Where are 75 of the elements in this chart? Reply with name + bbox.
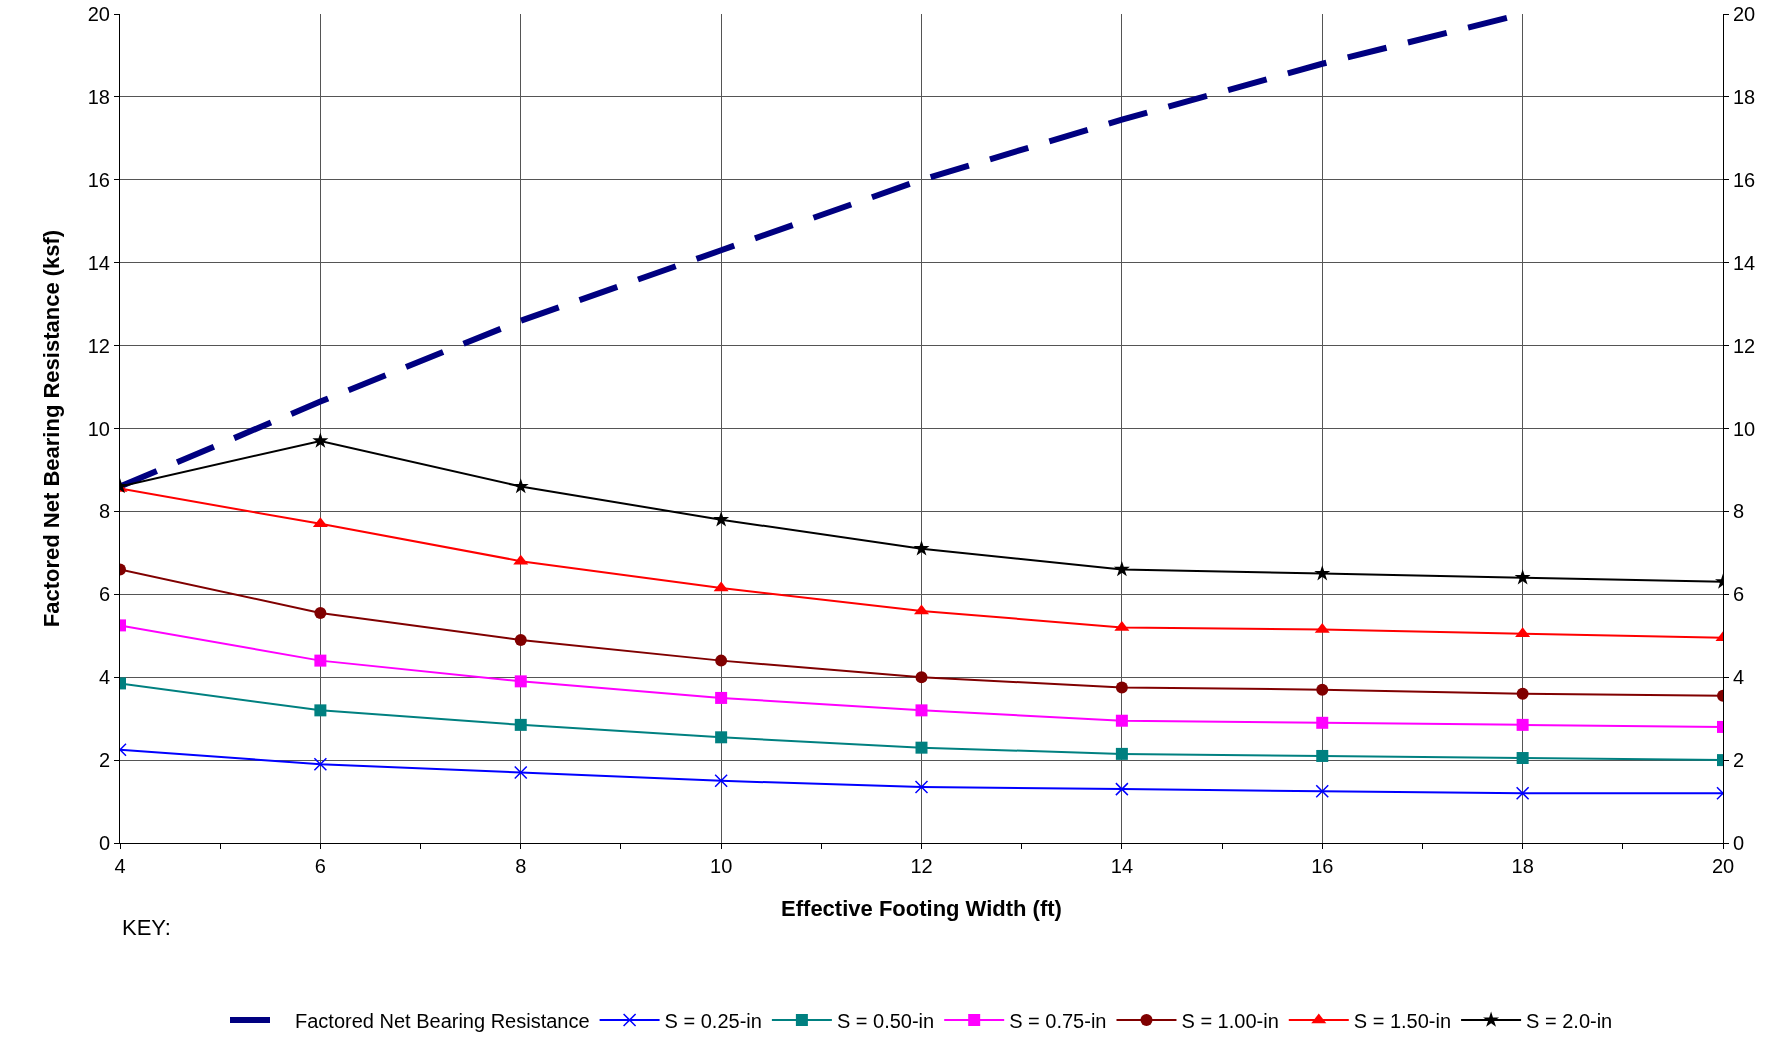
legend-label: S = 0.75-in	[1009, 1009, 1107, 1032]
point	[915, 671, 928, 684]
y-tick-label: 10	[87, 417, 110, 440]
point	[1515, 786, 1530, 801]
y2-tick-label: 6	[1733, 583, 1745, 606]
y-tick-label: 12	[87, 334, 110, 357]
y2-tick-label: 4	[1733, 666, 1745, 689]
point	[714, 774, 728, 788]
point	[313, 757, 328, 771]
point	[1115, 681, 1128, 694]
y2-tick-label: 18	[1733, 85, 1756, 108]
y-tick-label: 16	[87, 168, 110, 191]
point	[1516, 752, 1529, 765]
point	[915, 741, 928, 754]
y-tick-label: 8	[98, 500, 110, 523]
x-tick-label: 8	[515, 855, 527, 877]
y2-tick-label: 8	[1733, 500, 1745, 523]
y-tick-label: 2	[98, 749, 110, 772]
point	[1516, 687, 1529, 700]
legend-label: S = 1.00-in	[1181, 1009, 1279, 1032]
point	[715, 654, 728, 667]
y-tick-label: 6	[98, 583, 110, 606]
x-tick-label: 18	[1511, 855, 1534, 877]
point	[1113, 561, 1130, 577]
legend-label: S = 2.0-in	[1526, 1009, 1613, 1032]
point	[514, 765, 528, 780]
y2-tick-label: 0	[1733, 832, 1745, 854]
point	[312, 432, 329, 448]
y-tick-label: 14	[87, 251, 110, 274]
legend-label: S = 0.50-in	[836, 1009, 935, 1032]
x-tick-label: 20	[1711, 855, 1735, 877]
legend-label: Factored Net Bearing Resistance	[295, 1009, 590, 1032]
point	[1115, 714, 1128, 727]
y2-tick-label: 2	[1733, 749, 1745, 772]
y-tick-label: 18	[87, 85, 110, 108]
x-axis-title: Effective Footing Width (ft)	[781, 895, 1062, 921]
point	[1514, 569, 1531, 585]
point	[514, 633, 527, 646]
legend-label: S = 0.25-in	[664, 1009, 762, 1032]
x-tick-label: 12	[910, 855, 933, 877]
point	[514, 675, 527, 688]
point	[914, 780, 929, 794]
y-tick-label: 4	[98, 666, 110, 689]
x-tick-label: 16	[1311, 855, 1334, 877]
point	[314, 606, 327, 619]
point	[913, 540, 930, 556]
legend-label: S = 1.50-in	[1353, 1009, 1452, 1032]
x-tick-label: 4	[114, 855, 126, 877]
point	[713, 511, 730, 527]
y2-tick-label: 20	[1733, 3, 1756, 25]
point	[514, 718, 527, 731]
point	[1115, 782, 1129, 796]
y-tick-label: 0	[98, 832, 110, 854]
y2-tick-label: 14	[1733, 251, 1756, 274]
y-tick-label: 20	[87, 3, 110, 25]
x-tick-label: 10	[710, 855, 733, 877]
point	[1316, 716, 1329, 729]
point	[1314, 565, 1331, 581]
point	[1316, 683, 1329, 696]
point	[715, 691, 728, 704]
text: KEY:	[122, 915, 171, 940]
point	[1516, 718, 1529, 731]
point	[314, 704, 327, 717]
y2-tick-label: 12	[1733, 334, 1756, 357]
y-axis-title: Factored Net Bearing Resistance (ksf)	[38, 229, 64, 628]
point	[1315, 784, 1329, 798]
point	[1115, 747, 1128, 760]
x-tick-label: 14	[1110, 855, 1134, 877]
x-tick-label: 6	[314, 855, 326, 877]
point	[915, 704, 928, 717]
y2-tick-label: 16	[1733, 168, 1756, 191]
y2-tick-label: 10	[1733, 417, 1756, 440]
point	[314, 654, 327, 667]
point	[1316, 749, 1329, 762]
point	[715, 731, 728, 744]
